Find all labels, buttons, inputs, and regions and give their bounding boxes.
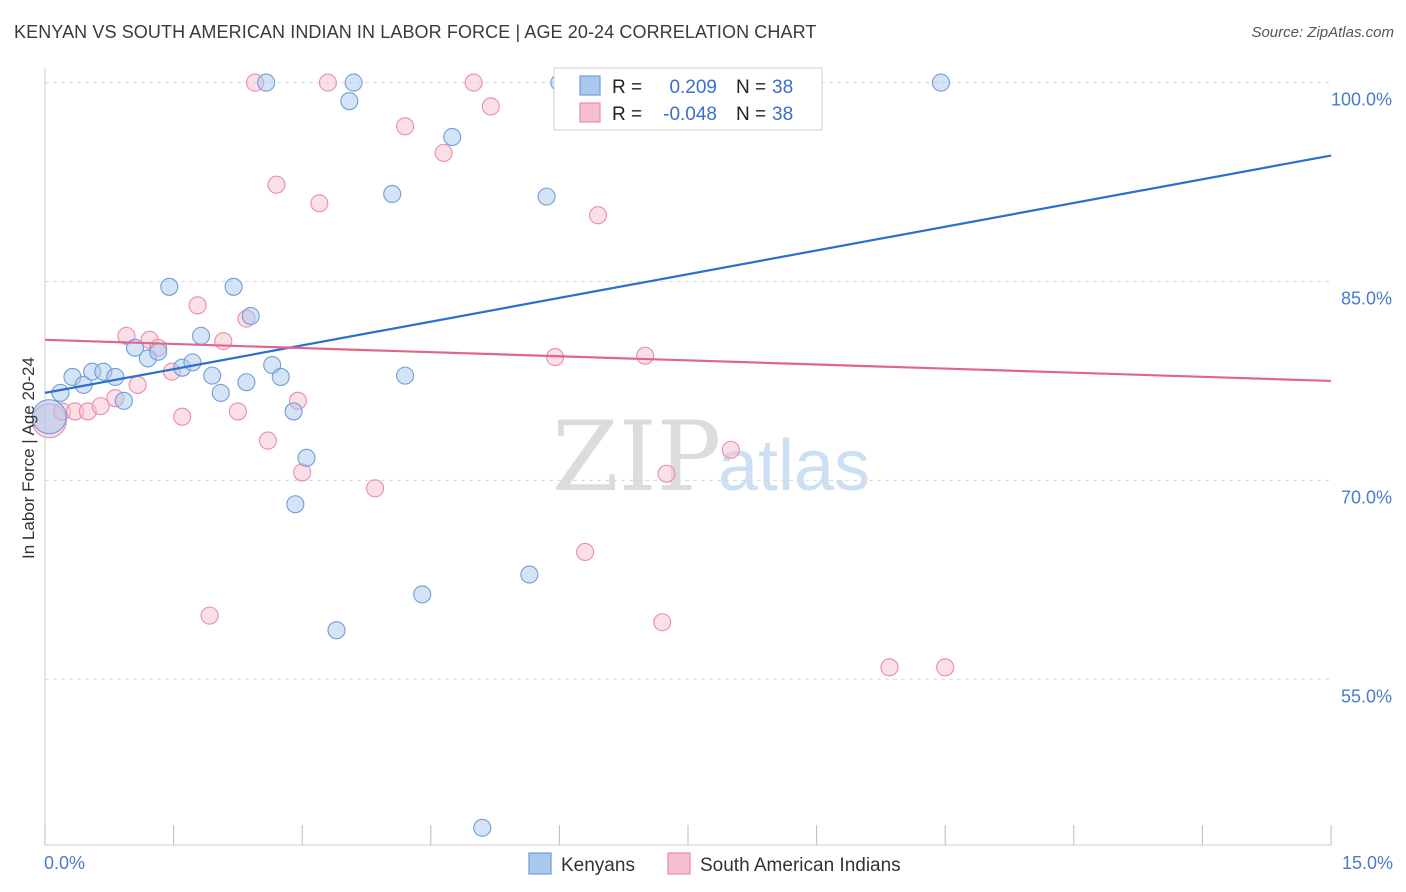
legend-r-label-south-american-indians: R = — [612, 104, 642, 125]
watermark-zip: ZIP — [552, 401, 721, 513]
trend-lines — [44, 154, 1332, 394]
kenyans-point — [160, 277, 179, 296]
south-american-indians-point — [880, 658, 899, 677]
south-american-indians-point — [396, 117, 415, 136]
kenyans-point — [203, 366, 222, 385]
y-axis-label: In Labor Force | Age 20-24 — [19, 357, 38, 559]
south-american-indians-point — [128, 375, 147, 394]
y-tick-label: 85.0% — [1341, 288, 1392, 308]
south-american-indians-trend-line — [44, 338, 1332, 383]
x-tick-label: 15.0% — [1342, 853, 1393, 873]
kenyans-point — [520, 565, 539, 584]
south-american-indians-point — [576, 542, 595, 562]
legend-n-value-south-american-indians: 38 — [772, 104, 793, 125]
legend-n-label-south-american-indians: N = — [736, 104, 766, 125]
legend-n-value-kenyans: 38 — [772, 77, 793, 98]
series-legend-label-kenyans: Kenyans — [561, 855, 635, 876]
south-american-indians-point — [318, 73, 337, 92]
kenyans-point — [344, 73, 363, 92]
series-legend: Kenyans South American Indians — [528, 852, 901, 876]
kenyans-point — [383, 184, 402, 204]
kenyans-point — [286, 495, 305, 514]
x-tick-label: 0.0% — [44, 853, 85, 873]
axes — [44, 68, 1332, 846]
kenyans-trend-line — [44, 154, 1332, 394]
series-legend-swatch-kenyans — [528, 852, 552, 875]
south-american-indians-point — [653, 613, 672, 632]
kenyans-point — [224, 277, 243, 296]
south-american-indians-point — [936, 658, 955, 677]
y-tick-label: 70.0% — [1341, 487, 1392, 507]
south-american-indians-point — [200, 606, 219, 625]
series-legend-label-south-american-indians: South American Indians — [700, 855, 901, 876]
kenyans-point — [327, 621, 346, 640]
watermark: ZIP atlas — [552, 401, 870, 513]
kenyans-point — [340, 92, 359, 111]
kenyans-point — [106, 367, 125, 387]
y-tick-label: 100.0% — [1331, 90, 1392, 110]
correlation-legend: R = 0.209 N = 38 R = -0.048 N = 38 — [553, 67, 823, 131]
series-legend-swatch-south-american-indians — [667, 852, 691, 875]
south-american-indians-point — [657, 464, 676, 483]
kenyans-point — [31, 399, 67, 435]
kenyans-point — [413, 585, 432, 604]
kenyans-point — [931, 73, 950, 92]
legend-n-label-kenyans: N = — [736, 77, 766, 98]
x-axis-ticks: 0.0% 15.0% — [44, 853, 1393, 873]
kenyans-point — [241, 306, 260, 326]
kenyans-point — [537, 187, 556, 206]
source-credit: Source: ZipAtlas.com — [1251, 24, 1394, 41]
kenyans-point — [191, 326, 211, 345]
kenyans-point — [284, 402, 303, 421]
south-american-indians-point — [228, 402, 247, 421]
y-tick-label: 55.0% — [1341, 686, 1392, 706]
kenyans-point — [443, 127, 462, 147]
legend-swatch-kenyans — [579, 75, 601, 96]
south-american-indians-point — [366, 479, 385, 498]
south-american-indians-point — [588, 206, 608, 225]
south-american-indians-point — [721, 440, 740, 459]
south-american-indians-point — [434, 143, 453, 162]
kenyans-point — [257, 73, 276, 92]
kenyans-point — [51, 383, 70, 402]
south-american-indians-point — [481, 97, 500, 116]
legend-swatch-south-american-indians — [579, 102, 601, 123]
kenyans-point — [396, 366, 415, 385]
south-american-indians-point — [464, 73, 483, 92]
kenyans-point — [271, 367, 290, 387]
south-american-indians-point — [188, 296, 207, 315]
south-american-indians-point — [310, 194, 329, 213]
kenyans-point — [211, 383, 230, 402]
legend-r-value-south-american-indians: -0.048 — [663, 104, 717, 125]
south-american-indians-point — [267, 175, 286, 194]
kenyans-point — [114, 391, 133, 410]
south-american-indians-point — [258, 431, 277, 450]
watermark-atlas: atlas — [718, 426, 870, 506]
y-axis-ticks: 100.0% 85.0% 70.0% 55.0% — [1331, 90, 1392, 707]
legend-r-value-kenyans: 0.209 — [669, 77, 717, 98]
kenyans-point — [473, 818, 492, 837]
kenyans-point — [149, 342, 168, 361]
chart-title: KENYAN VS SOUTH AMERICAN INDIAN IN LABOR… — [14, 22, 817, 42]
south-american-indians-point — [173, 407, 192, 426]
south-american-indians-point — [91, 397, 110, 416]
legend-r-label-kenyans: R = — [612, 77, 642, 98]
kenyans-point — [183, 353, 202, 372]
kenyans-point — [237, 373, 256, 392]
kenyans-point — [297, 448, 316, 467]
south-american-indians-point — [214, 332, 233, 351]
south-american-indians-point — [636, 346, 655, 365]
